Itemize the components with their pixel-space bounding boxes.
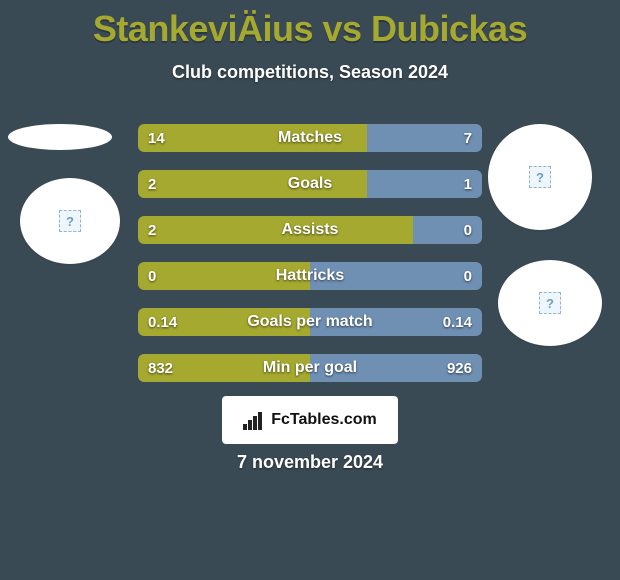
stat-bar-right (310, 262, 482, 290)
player-avatar: ? (498, 260, 602, 346)
page-subtitle: Club competitions, Season 2024 (0, 62, 620, 83)
page-title: StankeviÄius vs Dubickas (0, 0, 620, 50)
placeholder-icon: ? (529, 166, 551, 188)
stat-bar-right (310, 354, 482, 382)
stat-bar-left (138, 216, 413, 244)
stat-bar-left (138, 124, 367, 152)
stat-bar-left (138, 170, 367, 198)
stat-bar-left (138, 354, 310, 382)
player-avatar: ? (488, 124, 592, 230)
stat-bar-right (367, 124, 482, 152)
decorative-ellipse (8, 124, 112, 150)
stat-bars: 147Matches 21Goals 20Assists 00Hattricks 0.1… (138, 124, 482, 400)
placeholder-icon: ? (539, 292, 561, 314)
player-avatar: ? (20, 178, 120, 264)
brand-text: FcTables.com (271, 411, 377, 429)
brand-badge: FcTables.com (222, 396, 398, 444)
comparison-infographic: StankeviÄius vs Dubickas Club competitio… (0, 0, 620, 580)
stat-bar-right (367, 170, 482, 198)
stat-row: 147Matches (138, 124, 482, 152)
placeholder-icon: ? (59, 210, 81, 232)
stat-row: 20Assists (138, 216, 482, 244)
stat-row: 0.140.14Goals per match (138, 308, 482, 336)
stat-bar-right (310, 308, 482, 336)
stat-bar-right (413, 216, 482, 244)
stat-row: 832926Min per goal (138, 354, 482, 382)
stat-row: 21Goals (138, 170, 482, 198)
stat-bar-left (138, 308, 310, 336)
stat-row: 00Hattricks (138, 262, 482, 290)
brand-logo-icon (243, 410, 265, 430)
stat-bar-left (138, 262, 310, 290)
footer-date: 7 november 2024 (0, 452, 620, 473)
